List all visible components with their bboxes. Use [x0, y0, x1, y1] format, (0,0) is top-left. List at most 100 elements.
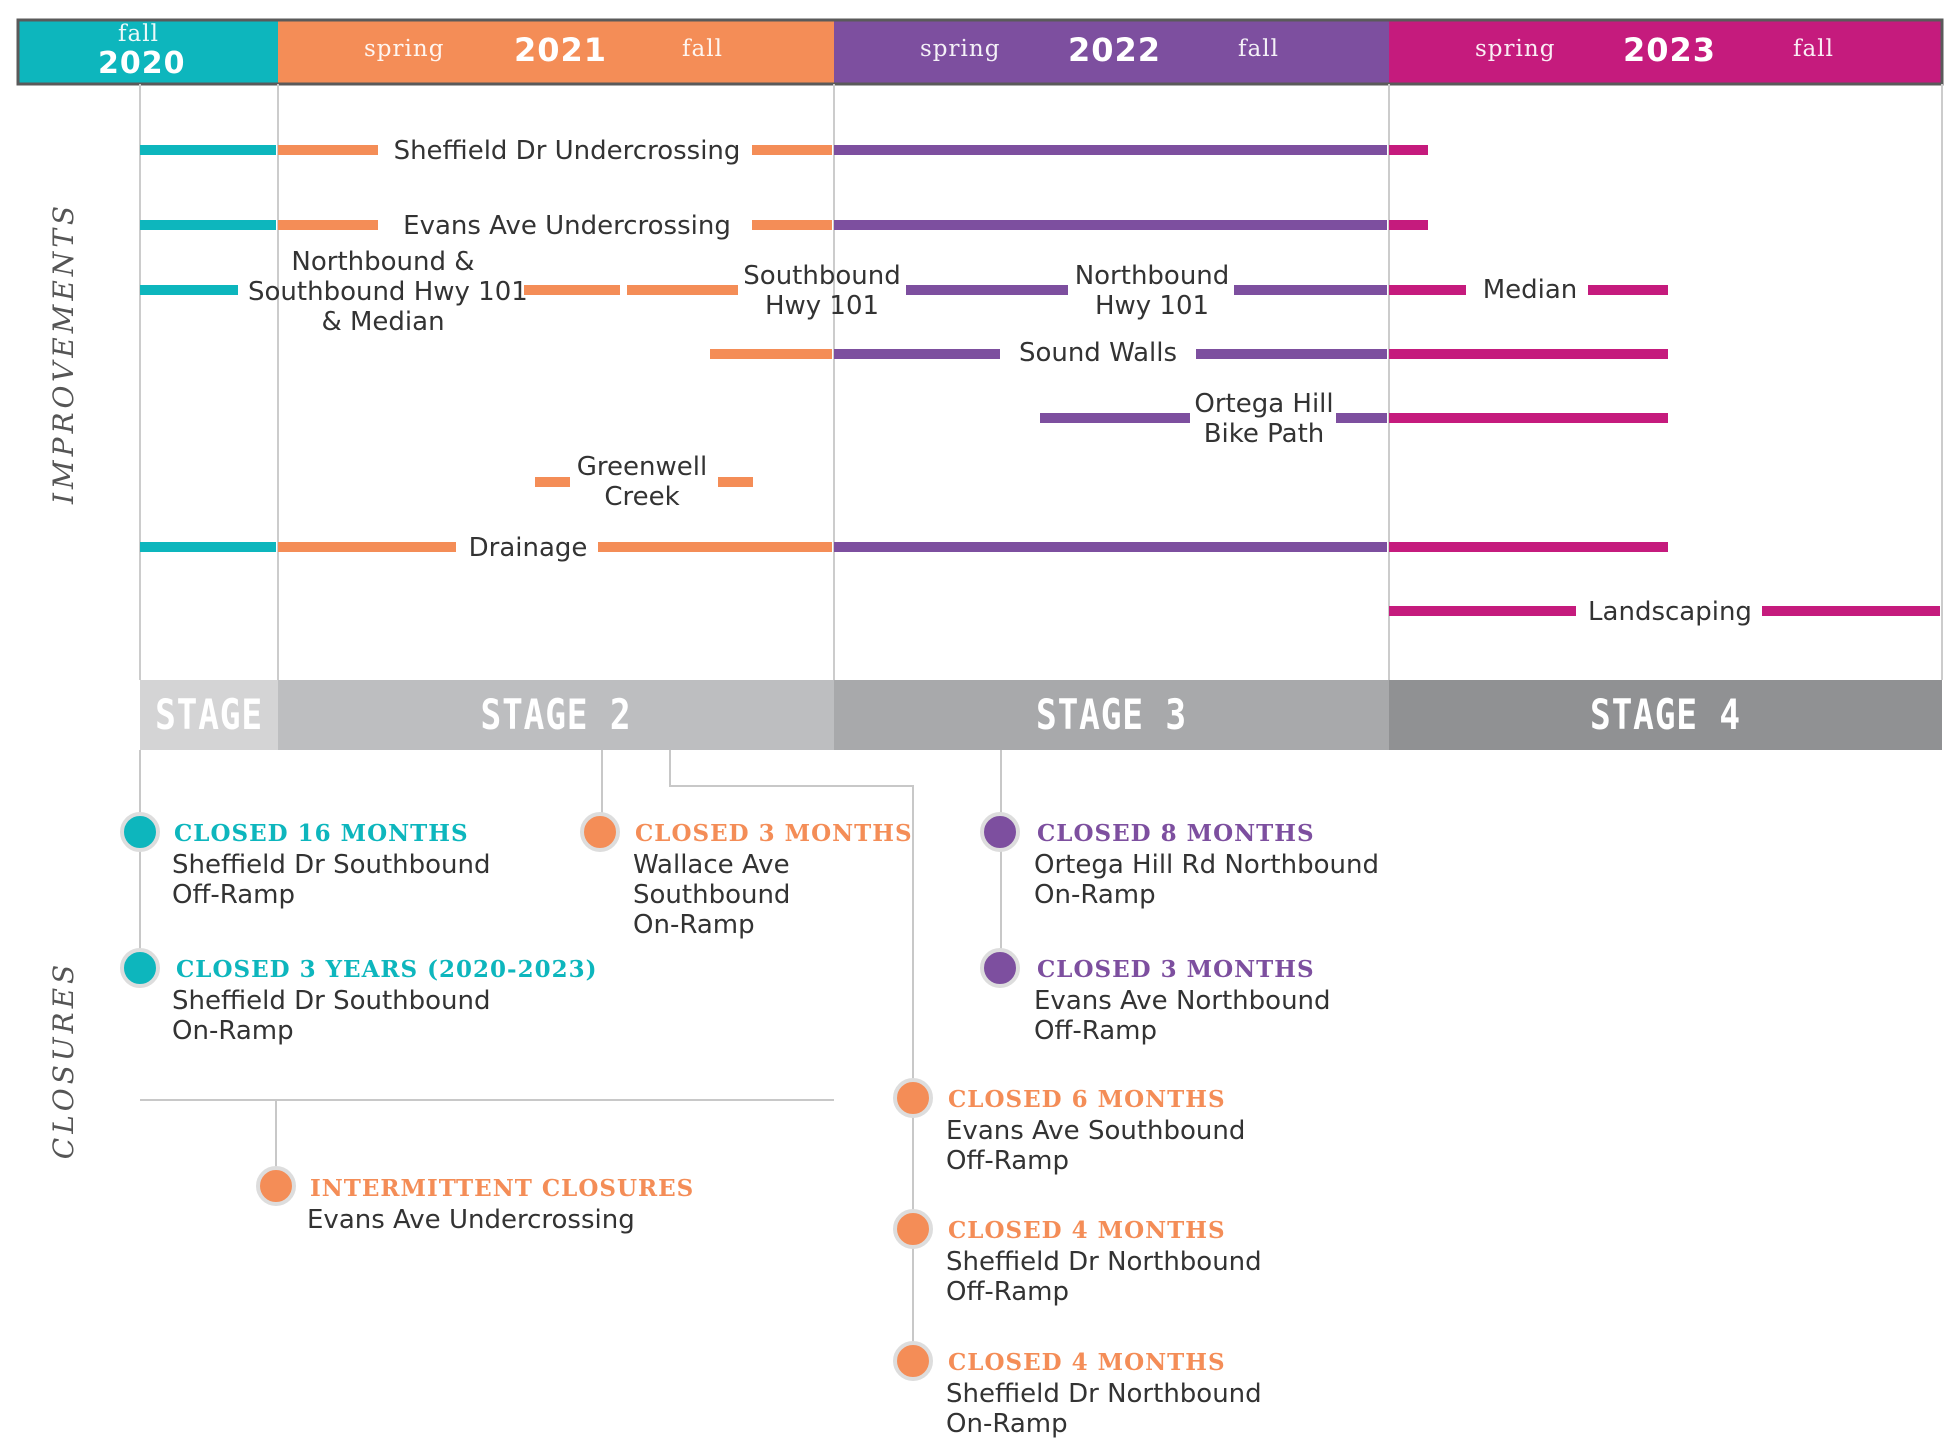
closure-description: Sheffield Dr Northbound Off-Ramp — [946, 1247, 1262, 1307]
bar-ortega-bike-path — [1336, 413, 1387, 423]
closure-description-line: Off-Ramp — [1034, 1016, 1158, 1046]
bar-landscaping — [1762, 606, 1940, 616]
closure-description-line: Sheffield Dr Southbound — [172, 850, 491, 880]
bar-sb-hwy101 — [627, 285, 738, 295]
connector-stage2-right — [669, 750, 914, 1362]
bar-drainage — [278, 542, 456, 552]
closure-description: Wallace Ave Southbound On-Ramp — [633, 850, 790, 940]
closure-description: Evans Ave Undercrossing — [307, 1205, 635, 1235]
label-sheffield-undercrossing: Sheffield Dr Undercrossing — [393, 136, 741, 166]
closure-description-line: Evans Ave Northbound — [1034, 986, 1331, 1016]
label-line: Bike Path — [1203, 419, 1325, 449]
closure-title: CLOSED 16 MONTHS — [174, 820, 469, 847]
bar-sound-walls — [1196, 349, 1387, 359]
label-line: Southbound Hwy 101 — [248, 277, 528, 307]
bar-drainage — [140, 542, 276, 552]
stage-2-band — [278, 680, 834, 750]
bar-sound-walls — [710, 349, 832, 359]
year-2020: 2020 — [98, 46, 186, 81]
bar-greenwell-creek — [535, 477, 570, 487]
closure-description-line: Ortega Hill Rd Northbound — [1034, 850, 1379, 880]
bar-evans-undercrossing — [752, 220, 832, 230]
closure-description: Sheffield Dr Southbound Off-Ramp — [172, 850, 491, 910]
closure-description: Evans Ave Southbound Off-Ramp — [946, 1116, 1245, 1176]
header-2022: spring 2022 fall — [834, 20, 1389, 84]
bar-ortega-bike-path — [1389, 413, 1668, 423]
closure-description-line: Off-Ramp — [946, 1146, 1070, 1176]
closure-description-line: On-Ramp — [946, 1409, 1068, 1439]
bar-evans-undercrossing — [140, 220, 276, 230]
bar-sheffield-undercrossing — [834, 145, 1387, 155]
header-2020: fall 2020 — [18, 20, 278, 84]
closure-description: Evans Ave Northbound Off-Ramp — [1034, 986, 1331, 1046]
bar-median — [1588, 285, 1668, 295]
closure-description-line: Sheffield Dr Northbound — [946, 1247, 1262, 1277]
label-line: Northbound & — [291, 247, 475, 277]
year-2022: 2022 — [1068, 31, 1162, 69]
label-sound-walls: Sound Walls — [1018, 338, 1178, 368]
bar-sheffield-undercrossing — [752, 145, 832, 155]
bar-evans-undercrossing — [834, 220, 1387, 230]
bar-sound-walls — [1389, 349, 1668, 359]
closure-description: Ortega Hill Rd Northbound On-Ramp — [1034, 850, 1379, 910]
label-median: Median — [1482, 275, 1578, 305]
closure-title: CLOSED 8 MONTHS — [1037, 820, 1315, 847]
closure-description-line: Sheffield Dr Northbound — [946, 1379, 1262, 1409]
bar-drainage — [1389, 542, 1668, 552]
closure-dot — [893, 1209, 933, 1249]
closure-title: CLOSED 3 MONTHS — [635, 820, 913, 847]
label-line: Ortega Hill — [1194, 389, 1334, 419]
closure-title: CLOSED 4 MONTHS — [948, 1217, 1226, 1244]
closure-title: INTERMITTENT CLOSURES — [310, 1175, 695, 1202]
season-spring-2023: spring — [1475, 36, 1556, 62]
closure-title: CLOSED 3 MONTHS — [1037, 956, 1315, 983]
season-fall-2023: fall — [1793, 36, 1834, 62]
bar-nb-hwy101 — [1234, 285, 1387, 295]
season-fall-2022: fall — [1238, 36, 1279, 62]
closure-description-line: Evans Ave Southbound — [946, 1116, 1246, 1146]
bar-median — [1389, 285, 1466, 295]
year-2021: 2021 — [514, 31, 608, 69]
bar-nb-sb-hwy — [524, 285, 620, 295]
stage-3-label: STAGE 3 — [1036, 690, 1187, 739]
label-sb-hwy101: Southbound Hwy 101 — [740, 261, 904, 321]
bar-sheffield-undercrossing — [140, 145, 276, 155]
closure-title: CLOSED 6 MONTHS — [948, 1086, 1226, 1113]
improvements-label: IMPROVEMENTS — [47, 201, 80, 505]
bar-evans-undercrossing — [1389, 220, 1428, 230]
closure-description-line: Sheffield Dr Southbound — [172, 986, 491, 1016]
closure-dot — [893, 1341, 933, 1381]
stage-1-band — [140, 680, 278, 750]
closures-label: CLOSURES — [47, 960, 80, 1160]
label-line: Hwy 101 — [764, 291, 880, 321]
closure-description-line: Evans Ave Undercrossing — [307, 1205, 635, 1235]
label-landscaping: Landscaping — [1588, 597, 1752, 627]
label-ortega-bike-path: Ortega Hill Bike Path — [1192, 389, 1336, 449]
label-line: Creek — [604, 482, 680, 512]
season-spring-2022: spring — [920, 36, 1001, 62]
bar-landscaping — [1389, 606, 1576, 616]
label-line: Northbound — [1074, 261, 1230, 291]
closure-description-line: On-Ramp — [633, 910, 755, 940]
closure-title: CLOSED 4 MONTHS — [948, 1349, 1226, 1376]
label-nb-sb-hwy-median: Northbound & Southbound Hwy 101 & Median — [248, 247, 528, 337]
closure-description-line: On-Ramp — [172, 1016, 294, 1046]
label-line: Hwy 101 — [1094, 291, 1210, 321]
label-line: Southbound — [743, 261, 901, 291]
closure-description-line: On-Ramp — [1034, 880, 1156, 910]
bar-greenwell-creek — [718, 477, 753, 487]
bar-sheffield-undercrossing — [1389, 145, 1428, 155]
header-2021: spring 2021 fall — [278, 20, 834, 84]
closure-dot — [980, 948, 1020, 988]
stage-4-band — [1389, 680, 1942, 750]
bar-nb-sb-hwy — [140, 285, 238, 295]
closure-description: Sheffield Dr Southbound On-Ramp — [172, 986, 491, 1046]
header-outline — [16, 18, 1944, 86]
label-line: Greenwell — [576, 452, 708, 482]
closure-dot — [980, 812, 1020, 852]
header-2023: spring 2023 fall — [1389, 20, 1942, 84]
bar-ortega-bike-path — [1040, 413, 1190, 423]
season-fall-2020: fall — [118, 21, 159, 47]
